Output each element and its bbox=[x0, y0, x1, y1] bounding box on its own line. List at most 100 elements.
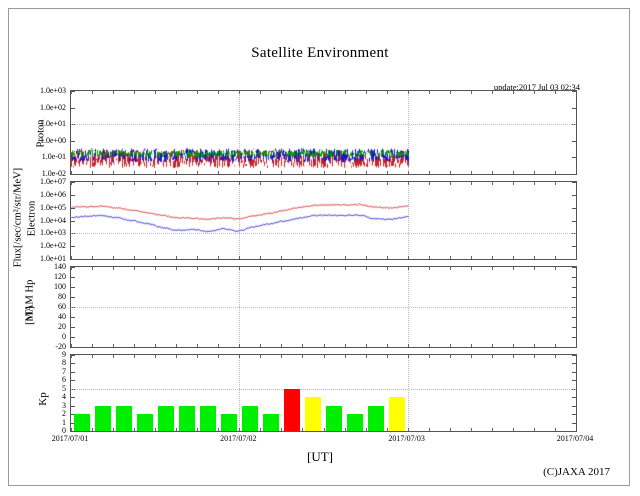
kp-bar bbox=[262, 414, 279, 431]
electron-axis-label: Electron bbox=[26, 200, 38, 237]
x-tick-mark bbox=[113, 428, 115, 431]
y-tick-label: 1.0e+05 bbox=[39, 202, 66, 212]
x-tick-mark bbox=[449, 267, 451, 270]
y-tick-label: 1.0e+03 bbox=[39, 228, 66, 238]
x-tick-mark bbox=[428, 344, 430, 347]
x-tick-mark bbox=[71, 344, 72, 347]
y-tick-label: 1.0e+06 bbox=[39, 189, 66, 199]
panel-proton: 1.0e+03 1.0e+02 1.0e+01 1.0e+00 1.0e-01 1.0e-… bbox=[40, 87, 577, 178]
x-tick-mark bbox=[533, 355, 535, 358]
kp-bar bbox=[199, 405, 216, 431]
y-tick-label: 5 bbox=[62, 383, 66, 393]
x-tick-mark bbox=[386, 344, 388, 347]
gridline-day-boundary bbox=[407, 355, 409, 431]
x-tick-mark bbox=[176, 355, 178, 358]
x-tick-mark bbox=[554, 428, 556, 431]
y-tick-mark bbox=[71, 327, 75, 328]
x-tick-mark bbox=[302, 344, 304, 347]
y-tick-mark bbox=[71, 397, 75, 399]
x-tick-mark bbox=[470, 428, 472, 431]
kp-bar bbox=[283, 388, 300, 431]
x-tick-mark bbox=[176, 267, 178, 270]
y-tick-mark bbox=[572, 327, 576, 328]
y-tick-label: 0 bbox=[62, 426, 66, 435]
y-tick-label: 1.0e+02 bbox=[39, 241, 66, 251]
y-tick-label: 1.0e+07 bbox=[39, 177, 66, 186]
x-tick-mark bbox=[344, 355, 346, 358]
x-tick-mark bbox=[533, 344, 535, 347]
y-tick-mark bbox=[572, 405, 576, 407]
flux-axis-label: Flux[/sec/cm²/str/MeV] bbox=[12, 167, 24, 268]
x-tick-mark bbox=[239, 428, 241, 431]
y-tick-label: -20 bbox=[55, 342, 66, 351]
y-tick-mark bbox=[572, 371, 576, 373]
y-tick-label: 120 bbox=[54, 272, 66, 281]
panel-mam-hp: 140 120 100 80 60 40 20 0 -20 bbox=[54, 263, 577, 351]
x-tick-mark bbox=[323, 428, 325, 431]
x-tick-mark bbox=[155, 344, 157, 347]
x-tick-mark bbox=[92, 355, 94, 358]
gridline-horizontal bbox=[71, 307, 576, 308]
x-tick-mark bbox=[512, 344, 514, 347]
x-tick-mark bbox=[239, 355, 241, 358]
x-axis-label: [UT] bbox=[307, 449, 333, 464]
y-tick-label: 1.0e+00 bbox=[39, 135, 66, 145]
copyright-notice: (C)JAXA 2017 bbox=[543, 466, 610, 478]
y-tick-label: 3 bbox=[62, 400, 66, 410]
x-tick-mark bbox=[365, 428, 367, 431]
x-tick-mark bbox=[260, 344, 262, 347]
y-tick-mark bbox=[71, 414, 75, 416]
x-tick-mark bbox=[218, 267, 220, 270]
y-tick-mark bbox=[71, 287, 75, 288]
y-tick-mark bbox=[71, 297, 75, 298]
y-tick-label: 8 bbox=[62, 358, 66, 368]
y-tick-label: 1 bbox=[62, 417, 66, 427]
y-tick-label: 0 bbox=[62, 332, 66, 341]
x-tick-mark bbox=[176, 344, 178, 347]
page-title: Satellite Environment bbox=[251, 45, 389, 61]
x-tick-mark bbox=[407, 355, 409, 358]
x-tick-mark bbox=[470, 355, 472, 358]
x-tick-mark bbox=[449, 428, 451, 431]
x-tick-mark bbox=[491, 344, 493, 347]
x-tick-mark bbox=[260, 428, 262, 431]
y-tick-mark bbox=[572, 267, 576, 268]
x-tick-mark bbox=[197, 267, 199, 270]
x-tick-mark bbox=[533, 267, 535, 270]
x-tick-mark bbox=[344, 344, 346, 347]
y-tick-mark bbox=[71, 355, 75, 356]
x-tick-label: 2017/07/02 bbox=[220, 434, 257, 443]
y-tick-mark bbox=[572, 363, 576, 365]
x-tick-mark bbox=[407, 344, 409, 347]
x-tick-mark bbox=[428, 267, 430, 270]
x-tick-mark bbox=[113, 355, 115, 358]
y-tick-mark bbox=[71, 405, 75, 407]
y-tick-label: 100 bbox=[54, 282, 66, 291]
x-tick-mark bbox=[176, 428, 178, 431]
x-tick-mark bbox=[71, 428, 72, 431]
y-tick-label: 2 bbox=[62, 409, 66, 419]
x-tick-mark bbox=[239, 267, 241, 270]
gridline-day-boundary bbox=[407, 267, 409, 347]
kp-bar bbox=[220, 414, 237, 431]
x-tick-mark bbox=[71, 267, 72, 270]
x-tick-mark bbox=[491, 355, 493, 358]
gridline-day-boundary bbox=[239, 355, 241, 431]
x-tick-mark bbox=[323, 355, 325, 358]
x-tick-mark bbox=[365, 355, 367, 358]
y-tick-mark bbox=[71, 337, 75, 338]
y-tick-mark bbox=[71, 267, 75, 268]
y-tick-mark bbox=[572, 337, 576, 338]
x-tick-mark bbox=[449, 344, 451, 347]
x-tick-mark bbox=[533, 428, 535, 431]
gridline-horizontal bbox=[71, 388, 576, 390]
panel-electron: 1.0e+07 1.0e+06 1.0e+05 1.0e+04 1.0e+03 1.0e+… bbox=[40, 178, 577, 263]
x-tick-mark bbox=[134, 344, 136, 347]
y-tick-label: 1.0e-02 bbox=[41, 169, 66, 178]
x-tick-mark bbox=[302, 355, 304, 358]
x-tick-mark bbox=[134, 355, 136, 358]
data-trace-canvas bbox=[71, 182, 576, 259]
x-tick-mark bbox=[512, 428, 514, 431]
y-tick-label: 1.0e-01 bbox=[41, 152, 66, 162]
x-tick-mark bbox=[470, 344, 472, 347]
